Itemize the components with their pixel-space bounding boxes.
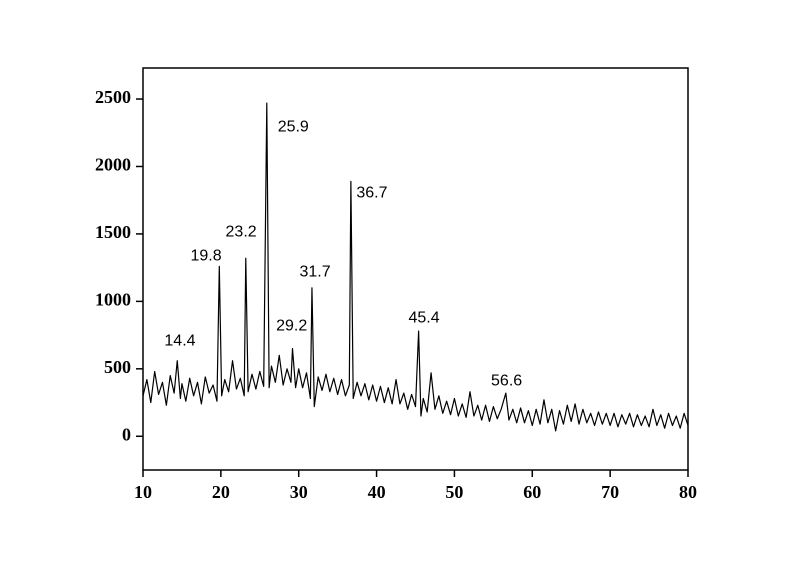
- peak-label: 29.2: [276, 317, 307, 334]
- y-tick-label: 0: [122, 424, 131, 444]
- x-tick-label: 10: [134, 482, 152, 502]
- peak-label: 45.4: [408, 309, 439, 326]
- y-tick-label: 2500: [95, 87, 131, 107]
- x-tick-label: 60: [523, 482, 541, 502]
- peak-label: 25.9: [278, 118, 309, 135]
- x-tick-label: 40: [368, 482, 386, 502]
- y-tick-label: 1500: [95, 222, 131, 242]
- peak-label: 31.7: [299, 263, 330, 280]
- x-tick-label: 50: [445, 482, 463, 502]
- peak-label: 19.8: [190, 247, 221, 264]
- x-tick-label: 80: [679, 482, 697, 502]
- plot-frame: [142, 67, 689, 471]
- peak-label: 14.4: [164, 332, 195, 349]
- peak-label: 56.6: [491, 372, 522, 389]
- x-tick-label: 30: [290, 482, 308, 502]
- y-tick-label: 1000: [95, 290, 131, 310]
- y-tick-label: 2000: [95, 155, 131, 175]
- x-tick-label: 70: [601, 482, 619, 502]
- peak-label: 36.7: [356, 184, 387, 201]
- peak-label: 23.2: [226, 223, 257, 240]
- xrd-line: [142, 102, 689, 432]
- x-tick-label: 20: [212, 482, 230, 502]
- y-tick-label: 500: [104, 357, 131, 377]
